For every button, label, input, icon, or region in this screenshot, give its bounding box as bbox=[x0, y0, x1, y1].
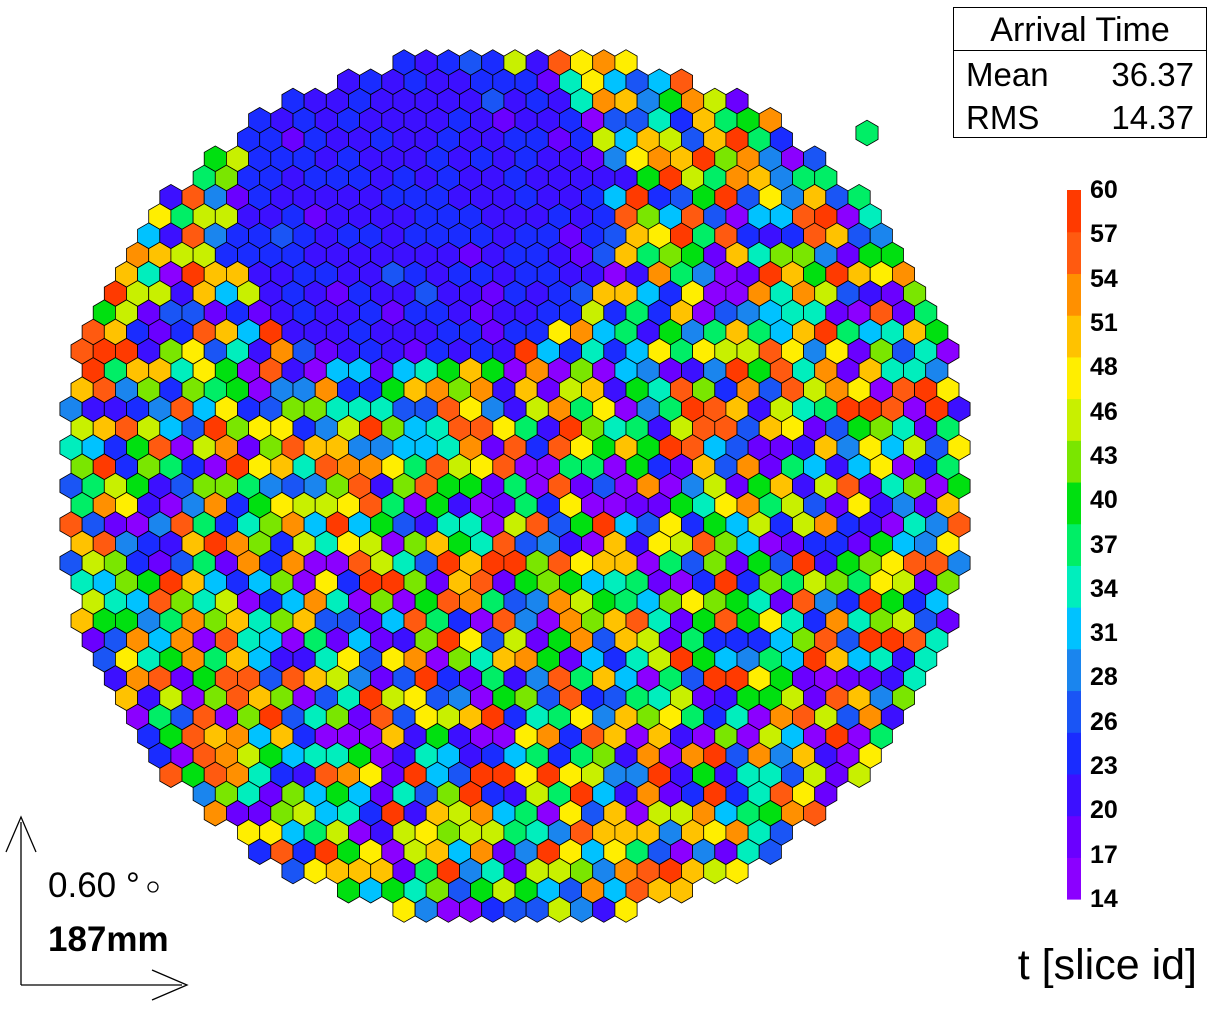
stats-row-mean: Mean 36.37 bbox=[966, 54, 1194, 96]
palette-tick-label: 60 bbox=[1090, 176, 1118, 204]
camera-pixel bbox=[758, 838, 782, 865]
color-palette bbox=[1067, 190, 1081, 900]
palette-tick-label: 28 bbox=[1090, 663, 1118, 692]
camera-pixel bbox=[847, 761, 871, 788]
palette-segment bbox=[1067, 273, 1081, 316]
palette-segment bbox=[1067, 523, 1081, 566]
palette-segment bbox=[1067, 231, 1081, 275]
camera-pixel bbox=[725, 857, 749, 885]
palette-tick-label: 54 bbox=[1090, 264, 1118, 293]
palette-segment bbox=[1067, 815, 1081, 858]
palette-segment bbox=[1067, 773, 1081, 817]
scale-arrows bbox=[5, 815, 189, 1001]
palette-tick-label: 26 bbox=[1090, 707, 1118, 736]
palette-tick-label: 46 bbox=[1090, 397, 1118, 426]
camera-pixel bbox=[614, 896, 638, 923]
palette-tick-label: 37 bbox=[1090, 530, 1118, 559]
camera-pixel bbox=[855, 119, 879, 147]
camera-pixel-layer bbox=[59, 49, 971, 923]
z-axis-title: t [slice id] bbox=[1017, 941, 1197, 989]
palette-segment bbox=[1067, 857, 1081, 900]
palette-tick-label: 48 bbox=[1090, 353, 1118, 382]
stats-rms-value: 14.37 bbox=[1111, 99, 1194, 136]
palette-tick-label: 43 bbox=[1090, 441, 1118, 470]
palette-segment bbox=[1067, 356, 1081, 400]
palette-segment bbox=[1067, 565, 1081, 608]
palette-segment bbox=[1067, 648, 1081, 692]
stats-title: Arrival Time bbox=[954, 8, 1206, 51]
stats-rms-label: RMS bbox=[966, 99, 1040, 136]
palette-segment bbox=[1067, 607, 1081, 650]
stats-mean-label: Mean bbox=[966, 56, 1049, 93]
palette-tick-label: 23 bbox=[1090, 752, 1118, 781]
palette-segment bbox=[1067, 440, 1081, 483]
palette-tick-label: 34 bbox=[1090, 574, 1118, 603]
palette-tick-label: 31 bbox=[1090, 619, 1118, 648]
stats-row-rms: RMS 14.37 bbox=[966, 97, 1194, 139]
palette-tick-label: 51 bbox=[1090, 308, 1118, 337]
palette-segment bbox=[1067, 690, 1081, 733]
scale-length-label: 187mm bbox=[48, 920, 169, 959]
stats-box: Arrival Time Mean 36.37 RMS 14.37 bbox=[953, 7, 1207, 138]
palette-segment bbox=[1067, 732, 1081, 775]
camera-pixel bbox=[803, 800, 827, 827]
palette-segment bbox=[1067, 481, 1081, 525]
palette-tick-label: 17 bbox=[1090, 840, 1118, 869]
palette-tick-label: 20 bbox=[1090, 796, 1118, 825]
stats-mean-value: 36.37 bbox=[1111, 56, 1194, 93]
camera-pixel bbox=[670, 877, 693, 904]
palette-tick-label: 57 bbox=[1090, 220, 1118, 249]
scale-angle-label: 0.60 ° bbox=[48, 866, 140, 905]
palette-segment bbox=[1067, 398, 1081, 441]
palette-tick-label: 14 bbox=[1090, 885, 1118, 913]
palette-segment bbox=[1067, 315, 1081, 358]
palette-segment bbox=[1067, 190, 1081, 233]
palette-tick-label: 40 bbox=[1090, 486, 1118, 515]
